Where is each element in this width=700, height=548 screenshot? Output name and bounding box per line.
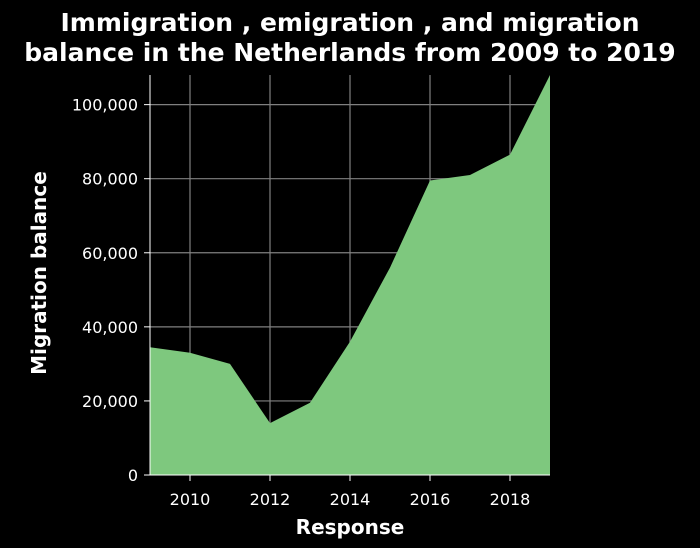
x-tick-label-2012: 2012 — [250, 490, 291, 509]
y-axis-title: Migration balance — [27, 171, 51, 375]
y-tick-labels: 0 20,000 40,000 60,000 80,000 100,000 — [72, 96, 150, 485]
x-tick-label-2018: 2018 — [490, 490, 531, 509]
migration-balance-area — [150, 75, 550, 475]
y-tick-label-80,000: 80,000 — [82, 170, 138, 189]
x-tick-label-2014: 2014 — [330, 490, 371, 509]
y-tick-label-40,000: 40,000 — [82, 318, 138, 337]
x-tick-label-2016: 2016 — [410, 490, 451, 509]
x-tick-label-2010: 2010 — [170, 490, 211, 509]
chart-title-line-1: Immigration , emigration , and migration — [60, 8, 639, 37]
y-tick-label-60,000: 60,000 — [82, 244, 138, 263]
y-tick-label-0: 0 — [128, 466, 138, 485]
y-tick-label-100,000: 100,000 — [72, 96, 138, 115]
x-tick-labels: 2010 2012 2014 2016 2018 — [170, 475, 531, 509]
y-tick-label-20,000: 20,000 — [82, 392, 138, 411]
x-axis-title: Response — [296, 515, 405, 539]
chart-title-line-2: balance in the Netherlands from 2009 to … — [24, 38, 675, 67]
